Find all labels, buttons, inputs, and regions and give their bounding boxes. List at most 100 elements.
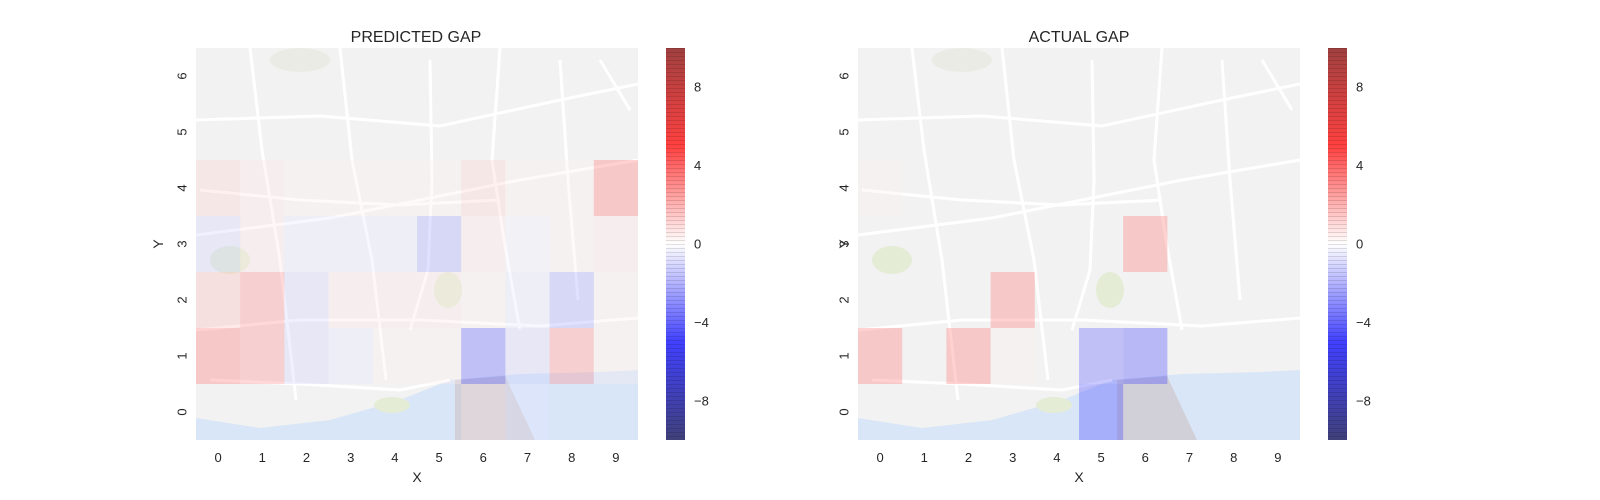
colorbar-tick-labels: 8 4 0 −4 −8 [694, 80, 709, 409]
x-tick-label: 5 [435, 450, 442, 465]
x-tick-label: 3 [1009, 450, 1016, 465]
heatmap-cell [1079, 384, 1124, 440]
heatmap-cell [328, 160, 373, 216]
heatmap-cell [593, 272, 638, 328]
y-tick-label: 1 [175, 352, 190, 359]
heatmap-cell [240, 328, 285, 384]
heatmap-cell [372, 216, 417, 272]
x-tick-label: 4 [391, 450, 398, 465]
heatmap-cell [1079, 328, 1124, 384]
heatmap-cell [990, 272, 1035, 328]
heatmap-cell [328, 216, 373, 272]
heatmap-cell [284, 160, 329, 216]
colorbar-tick-label: 4 [694, 158, 701, 173]
heatmap-cell [505, 272, 550, 328]
y-tick-label: 5 [175, 128, 190, 135]
colorbar-tick-label: 8 [1356, 80, 1363, 95]
x-axis-label: X [412, 469, 422, 485]
heatmap-cell [549, 216, 594, 272]
colorbar-tick-label: 8 [694, 80, 701, 95]
y-tick-labels: 0 1 2 3 4 5 6 [175, 72, 190, 415]
heatmap-cell [505, 160, 550, 216]
colorbar-tick-label: 0 [694, 237, 701, 252]
colorbar: 8 4 0 −4 −8 [666, 48, 709, 440]
heatmap-cell [593, 216, 638, 272]
y-tick-label: 3 [837, 240, 852, 247]
x-tick-label: 6 [1142, 450, 1149, 465]
heatmap-cell [505, 384, 550, 440]
x-tick-label: 1 [259, 450, 266, 465]
y-tick-label: 2 [837, 296, 852, 303]
colorbar-tick-label: −4 [694, 315, 709, 330]
heatmap-cell [858, 328, 903, 384]
x-tick-labels: 0 1 2 3 4 5 6 7 8 9 [214, 450, 619, 465]
heatmap-cell [461, 384, 506, 440]
y-tick-label: 2 [175, 296, 190, 303]
x-tick-label: 9 [1274, 450, 1281, 465]
x-tick-label: 3 [347, 450, 354, 465]
heatmap-cell [461, 272, 506, 328]
colorbar-tick-label: −8 [694, 393, 709, 408]
heatmap-cell [1123, 328, 1168, 384]
heatmap-cell [461, 216, 506, 272]
chart-title: PREDICTED GAP [351, 29, 482, 46]
heatmap-cell [417, 272, 462, 328]
heatmap-cell [593, 160, 638, 216]
heatmap-cell [196, 272, 241, 328]
x-tick-label: 8 [1230, 450, 1237, 465]
colorbar-tick-label: 4 [1356, 158, 1363, 173]
heatmap-cells [196, 160, 638, 440]
x-tick-label: 0 [214, 450, 221, 465]
heatmap-cell [858, 160, 903, 216]
colorbar-tick-labels: 8 4 0 −4 −8 [1356, 80, 1371, 409]
chart-title: ACTUAL GAP [1029, 29, 1130, 46]
x-tick-label: 9 [612, 450, 619, 465]
heatmap-cell [1123, 216, 1168, 272]
colorbar-tick-label: −8 [1356, 393, 1371, 408]
x-tick-labels: 0 1 2 3 4 5 6 7 8 9 [876, 450, 1281, 465]
x-tick-label: 5 [1097, 450, 1104, 465]
y-tick-label: 0 [175, 408, 190, 415]
colorbar-tick-label: −4 [1356, 315, 1371, 330]
y-tick-label: 1 [837, 352, 852, 359]
x-tick-label: 7 [1186, 450, 1193, 465]
heatmap-cell [284, 216, 329, 272]
heatmap-cell [284, 328, 329, 384]
colorbar-hatching [1328, 48, 1347, 440]
x-tick-label: 0 [876, 450, 883, 465]
x-tick-label: 7 [524, 450, 531, 465]
x-tick-label: 2 [965, 450, 972, 465]
heatmap-cell [417, 216, 462, 272]
heatmap-cell [593, 328, 638, 384]
heatmap-cell [240, 272, 285, 328]
x-tick-label: 1 [921, 450, 928, 465]
map-background [196, 48, 638, 440]
y-tick-label: 6 [175, 72, 190, 79]
x-tick-label: 8 [568, 450, 575, 465]
heatmap-cell [240, 160, 285, 216]
y-tick-labels: 0 1 2 3 4 5 6 [837, 72, 852, 415]
heatmap-cell [549, 160, 594, 216]
x-axis-label: X [1074, 469, 1084, 485]
heatmap-cell [372, 328, 417, 384]
actual-gap-chart: ACTUAL GAP 0 1 2 3 4 5 6 7 [836, 29, 1371, 485]
heatmap-cell [946, 328, 991, 384]
heatmap-cell [461, 328, 506, 384]
heatmap-cell [549, 272, 594, 328]
y-tick-label: 3 [175, 240, 190, 247]
heatmap-cell [372, 160, 417, 216]
colorbar-tick-label: 0 [1356, 237, 1363, 252]
heatmap-cell [284, 272, 329, 328]
predicted-gap-chart: PREDICTED GAP 0 1 2 3 4 [150, 29, 709, 485]
x-tick-label: 2 [303, 450, 310, 465]
map-background [858, 48, 1300, 440]
y-tick-label: 4 [837, 184, 852, 191]
heatmap-cell [196, 160, 241, 216]
heatmap-cell [240, 216, 285, 272]
colorbar: 8 4 0 −4 −8 [1328, 48, 1371, 440]
y-tick-label: 5 [837, 128, 852, 135]
colorbar-hatching [666, 48, 685, 440]
heatmap-cell [505, 216, 550, 272]
y-axis-label: Y [150, 239, 166, 249]
